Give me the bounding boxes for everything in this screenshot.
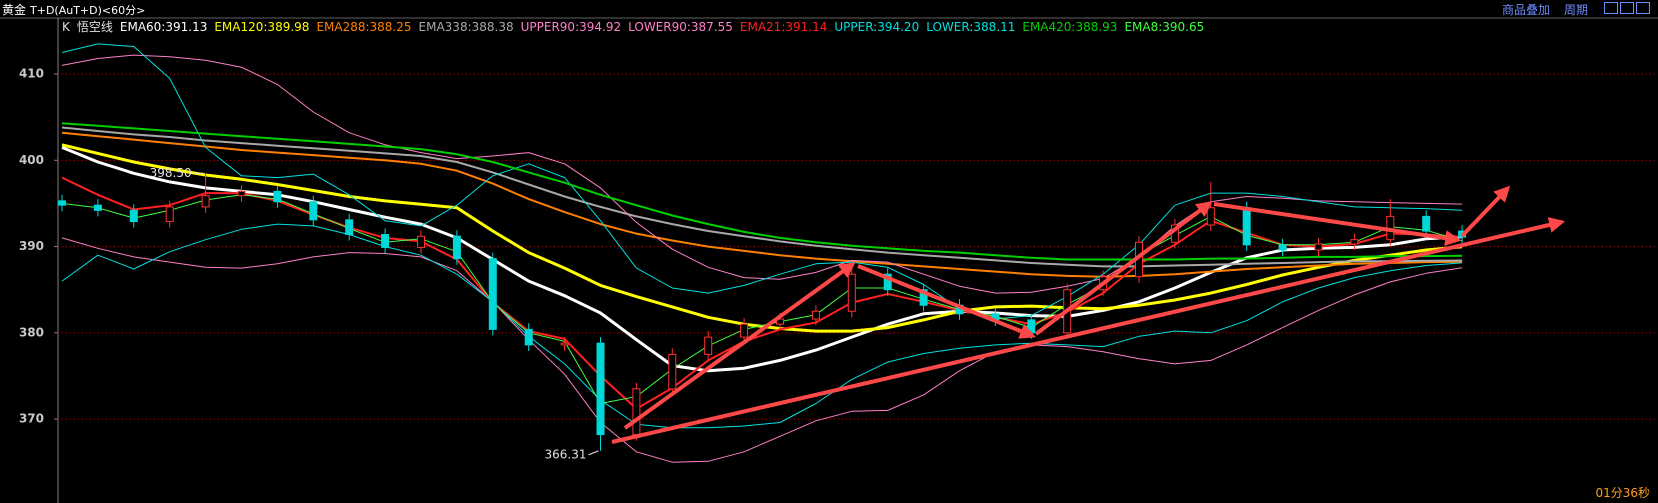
legend-entry: LOWER:388.11	[926, 20, 1016, 34]
series-line	[61, 223, 1463, 429]
legend-entry: EMA420:388.93	[1022, 20, 1118, 34]
series-line	[61, 176, 1463, 410]
annotation-leader	[588, 450, 599, 456]
candle-body	[1278, 244, 1287, 251]
subtitle: T+D(AuT+D)<60分>	[30, 4, 146, 17]
candle-body	[488, 258, 497, 330]
candle-body	[919, 289, 928, 306]
legend-entry: EMA120:389.98	[214, 20, 310, 34]
y-tick-label: 370	[19, 412, 44, 426]
legend-entry: EMA8:390.65	[1124, 20, 1205, 34]
candle-body	[704, 336, 713, 355]
candle-body	[381, 233, 390, 248]
candle-body	[1314, 243, 1323, 251]
series-line	[61, 194, 1463, 404]
window-buttons	[1602, 2, 1650, 17]
candle-body	[596, 342, 605, 436]
icon-button[interactable]	[1604, 2, 1618, 14]
annotation-label: 366.31	[545, 447, 587, 461]
candle-body	[165, 206, 174, 223]
period-button[interactable]: 周期	[1563, 3, 1588, 17]
trend-arrow	[1034, 201, 1213, 336]
candle-body	[560, 342, 569, 346]
legend-entry: EMA21:391.14	[739, 20, 828, 34]
candle-body	[93, 204, 102, 211]
legend-entry: UPPER90:394.92	[520, 20, 622, 34]
overlay-button[interactable]: 商品叠加	[1501, 3, 1550, 17]
icon-button[interactable]	[1636, 2, 1650, 14]
candle-body	[632, 388, 641, 436]
candle-body	[1206, 207, 1215, 226]
candle-body	[883, 273, 892, 291]
candle-body	[668, 353, 677, 390]
series-line	[61, 143, 1463, 333]
candle-body	[740, 323, 749, 338]
icon-button[interactable]	[1620, 2, 1634, 14]
trend-arrow	[611, 217, 1566, 444]
legend-entry: EMA338:388.38	[418, 20, 514, 34]
legend-entry: LOWER90:387.55	[628, 20, 733, 34]
legend: K 悟空线 EMA60:391.13 EMA120:389.98 EMA288:38…	[62, 19, 1204, 35]
candle-body	[129, 209, 138, 223]
timer: 01分36秒	[1595, 486, 1650, 500]
legend-entry: UPPER:394.20	[834, 20, 920, 34]
trend-arrow	[1213, 202, 1462, 247]
y-tick-label: 390	[19, 239, 44, 253]
candle-body	[58, 200, 66, 206]
trend-arrow	[623, 262, 856, 430]
trend-arrow	[1460, 185, 1511, 238]
candle-body	[776, 318, 784, 325]
toolbar: 商品叠加 周期	[1502, 1, 1650, 18]
candle-body	[1027, 319, 1036, 334]
candle-body	[1242, 207, 1251, 246]
series-line	[61, 131, 1463, 278]
trend-arrows	[611, 185, 1566, 444]
title: 黄金	[2, 3, 27, 17]
candle-body	[345, 219, 354, 235]
legend-prefix: K	[62, 20, 70, 34]
candle-body	[201, 195, 210, 208]
y-tick-label: 410	[19, 67, 44, 81]
series-line	[61, 54, 1463, 294]
candle-body	[524, 328, 533, 346]
trend-arrow	[857, 264, 1036, 339]
y-tick-label: 380	[19, 325, 44, 339]
series-line	[61, 122, 1463, 261]
candle-body	[309, 201, 318, 221]
candle-body	[811, 310, 820, 320]
candle-body	[452, 235, 461, 260]
series-line	[61, 126, 1463, 268]
legend-entry: EMA288:388.25	[316, 20, 412, 34]
candle-body	[1422, 215, 1431, 232]
candle-body	[417, 235, 425, 248]
candle-body	[273, 190, 282, 203]
y-tick-label: 400	[19, 153, 44, 167]
candle-body	[1350, 239, 1359, 245]
lines	[61, 43, 1463, 463]
candle-body	[237, 190, 246, 197]
series-line	[61, 43, 1463, 320]
annotations: 398.50 366.31	[150, 166, 599, 461]
series-line	[61, 237, 1463, 463]
header: 黄金 T+D(AuT+D)<60分>	[2, 1, 145, 18]
legend-indicator: 悟空线	[76, 20, 113, 34]
legend-entry: EMA60:391.13	[119, 20, 208, 34]
annotation-label: 398.50	[150, 166, 192, 180]
candle-body	[847, 273, 856, 312]
